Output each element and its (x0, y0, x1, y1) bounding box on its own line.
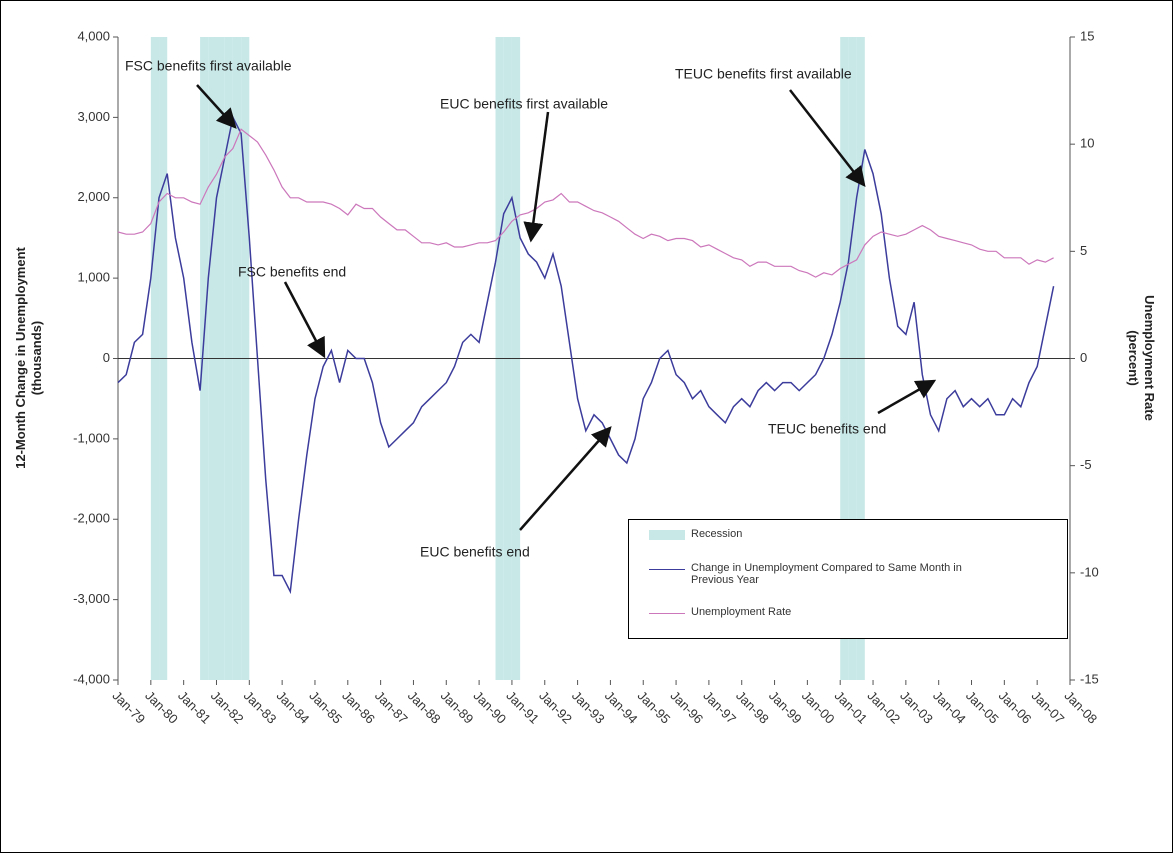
annotation: FSC benefits first available (125, 58, 292, 74)
y-tick-label: -4,000 (73, 671, 110, 686)
legend-swatch (649, 530, 685, 540)
y2-axis-title: Unemployment Rate(percent) (1126, 295, 1157, 421)
y-tick-label: 3,000 (77, 109, 110, 124)
legend-item: Recession (649, 528, 1049, 540)
x-tick-label: Jan-80 (142, 688, 181, 727)
y2-axis-title-line: Unemployment Rate (1142, 295, 1157, 421)
x-tick-label: Jan-87 (372, 688, 411, 727)
x-tick-label: Jan-88 (405, 688, 444, 727)
y-axis-title-line: 12-Month Change in Unemployment (13, 246, 28, 468)
annotation: EUC benefits end (420, 544, 530, 560)
y-axis-title: 12-Month Change in Unemployment(thousand… (13, 246, 44, 468)
x-tick-label: Jan-07 (1029, 688, 1068, 727)
x-tick-label: Jan-93 (569, 688, 608, 727)
x-tick-label: Jan-97 (700, 688, 739, 727)
x-tick-label: Jan-95 (635, 688, 674, 727)
annotation-arrow (283, 281, 326, 359)
legend-item: Change in Unemployment Compared to Same … (649, 562, 1049, 586)
legend: Recession Change in Unemployment Compared… (628, 519, 1068, 639)
y-tick-label: 2,000 (77, 189, 110, 204)
x-tick-label: Jan-86 (339, 688, 378, 727)
x-tick-label: Jan-92 (536, 688, 575, 727)
annotation: EUC benefits first available (440, 96, 608, 112)
y-tick-label: -3,000 (73, 591, 110, 606)
x-tick-label: Jan-05 (963, 688, 1002, 727)
y-tick-label: -2,000 (73, 511, 110, 526)
legend-label: Recession (691, 528, 743, 540)
series-line (117, 128, 1054, 278)
x-tick-label: Jan-81 (175, 688, 214, 727)
annotation-arrow (196, 84, 237, 129)
annotation: FSC benefits end (238, 264, 346, 280)
x-tick-label: Jan-91 (503, 688, 542, 727)
y2-tick-label: 10 (1080, 136, 1094, 151)
x-tick-label: Jan-96 (668, 688, 707, 727)
x-tick-label: Jan-08 (1061, 688, 1100, 727)
y-tick-label: 0 (103, 350, 110, 365)
annotation-arrow (789, 89, 866, 187)
x-tick-label: Jan-82 (208, 688, 247, 727)
legend-item: Unemployment Rate (649, 606, 1049, 618)
x-tick-label: Jan-84 (274, 688, 313, 727)
series-line (117, 115, 1055, 595)
x-tick-label: Jan-85 (306, 688, 345, 727)
y2-tick-label: 0 (1080, 350, 1087, 365)
y2-axis-title-line: (percent) (1126, 330, 1141, 386)
x-tick-label: Jan-99 (766, 688, 805, 727)
annotation-arrow (519, 426, 612, 531)
annotation: TEUC benefits end (768, 421, 886, 437)
x-tick-label: Jan-00 (799, 688, 838, 727)
y2-tick-label: -5 (1080, 457, 1092, 472)
y-tick-label: 4,000 (77, 28, 110, 43)
legend-label: Change in Unemployment Compared to Same … (691, 562, 962, 586)
annotation-arrow (523, 111, 550, 243)
x-tick-label: Jan-01 (832, 688, 871, 727)
x-tick-label: Jan-03 (897, 688, 936, 727)
legend-swatch (649, 569, 685, 570)
x-tick-label: Jan-94 (602, 688, 641, 727)
x-tick-label: Jan-04 (930, 688, 969, 727)
x-tick-label: Jan-89 (438, 688, 477, 727)
x-tick-label: Jan-79 (109, 688, 148, 727)
annotation: TEUC benefits first available (675, 66, 852, 82)
y-tick-label: 1,000 (77, 270, 110, 285)
y2-tick-label: -15 (1080, 671, 1099, 686)
x-tick-label: Jan-06 (996, 688, 1035, 727)
x-tick-label: Jan-90 (471, 688, 510, 727)
y2-tick-label: 15 (1080, 28, 1094, 43)
y2-tick-label: -10 (1080, 564, 1099, 579)
x-tick-label: Jan-83 (241, 688, 280, 727)
legend-swatch (649, 613, 685, 614)
y-axis-title-line: (thousands) (29, 321, 44, 395)
y-tick-label: -1,000 (73, 430, 110, 445)
legend-label: Unemployment Rate (691, 606, 792, 618)
x-tick-label: Jan-98 (733, 688, 772, 727)
annotation-arrow (877, 379, 937, 415)
y2-tick-label: 5 (1080, 243, 1087, 258)
x-tick-label: Jan-02 (864, 688, 903, 727)
